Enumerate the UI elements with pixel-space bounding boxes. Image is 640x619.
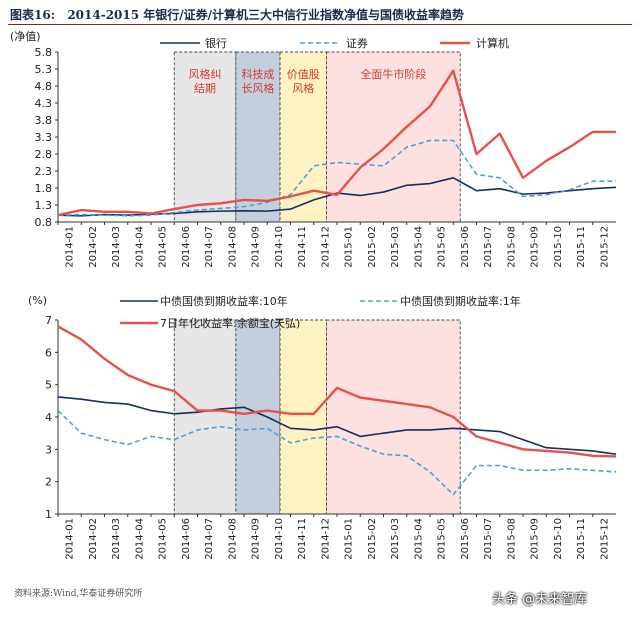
legend-label-1: 中债国债到期收益率:10年 [160,294,288,308]
x-tick-label: 2014-12 [320,226,331,268]
chart-panel-2: 1 2 3 4 5 6 7 2014-01 2014-02 2014-03 2014-04 2014-… [28,294,617,560]
y-axis-label: (净值) [10,29,41,43]
x-tick-label: 2015-06 [460,226,471,268]
x-tick-label: 2014-01 [65,226,76,268]
legend-label-2: 中债国债到期收益率:1年 [400,294,521,308]
x-tick-label: 2015-01 [344,226,355,268]
x-tick-label: 2015-04 [413,518,424,560]
y-axis-label: (%) [28,294,47,307]
band-label-3: 价值股风格 [287,68,320,95]
band-1 [173,51,237,223]
legend-label-2: 证券 [346,36,368,50]
figure-title: 图表16: 2014-2015 年银行/证券/计算机三大中信行业指数净值与国债收… [10,6,630,26]
x-tick-label: 2014-05 [158,518,169,560]
x-tick-label: 2015-09 [530,518,541,560]
x-tick-label: 2014-07 [204,518,215,560]
x-tick-label: 2015-09 [530,226,541,268]
x-tick-label: 2015-08 [506,518,517,560]
band-2 [235,319,281,515]
figure-label: 图表16: [10,8,56,22]
y-tick-label: 1 [45,508,52,521]
x-tick-label: 2015-12 [599,226,610,268]
y-tick-label: 3 [45,443,52,456]
y-tick-label: 1.3 [35,199,53,212]
x-tick-label: 2015-11 [576,226,587,268]
band-label-4: 全面牛市阶段 [360,67,426,81]
x-tick-label: 2014-06 [181,518,192,560]
x-tick-label: 2015-06 [460,518,471,560]
x-tick-label: 2014-01 [65,518,76,560]
x-tick-label: 2014-02 [88,226,99,268]
series-line-3 [57,69,616,217]
x-tick-label: 2015-10 [553,226,564,268]
x-tick-label: 2014-08 [227,226,238,268]
y-tick-label: 4.8 [35,80,53,93]
x-tick-label: 2015-07 [483,518,494,560]
x-tick-label: 2014-05 [158,226,169,268]
y-tick-label: 5.8 [35,46,53,59]
band-2 [235,51,281,223]
x-tick-label: 2014-09 [251,226,262,268]
y-tick-label: 4.3 [35,97,53,110]
title-rule [8,24,632,25]
x-tick-label: 2015-05 [437,226,448,268]
x-tick-label: 2014-03 [111,518,122,560]
band-1 [173,319,237,515]
x-tick-label: 2015-05 [437,518,448,560]
y-tick-label: 1.8 [35,182,53,195]
x-tick-label: 2015-12 [599,518,610,560]
x-tick-label: 2014-08 [227,518,238,560]
x-tick-label: 2015-10 [553,518,564,560]
series-line-2 [57,409,617,496]
band-label-2: 科技成长风格 [241,67,274,95]
x-tick-label: 2015-02 [367,518,378,560]
x-tick-label: 2014-06 [181,226,192,268]
x-tick-label: 2015-03 [390,518,401,560]
band-4 [326,319,461,515]
y-tick-label: 5.3 [35,63,53,76]
legend-label-3: 7日年化收益率:余额宝(天弘) [160,316,300,330]
figure-title-text: 2014-2015 年银行/证券/计算机三大中信行业指数净值与国债收益率趋势 [67,8,465,22]
source-note: 资料来源:Wind,华泰证券研究所 [14,589,143,599]
x-tick-label: 2014-04 [134,226,145,268]
x-tick-label: 2015-01 [344,518,355,560]
y-tick-label: 6 [45,346,52,359]
band-3 [279,319,327,515]
x-tick-label: 2015-02 [367,226,378,268]
series-line-3 [57,325,617,458]
x-tick-label: 2015-03 [390,226,401,268]
y-tick-label: 2.3 [35,165,53,178]
x-tick-label: 2014-07 [204,226,215,268]
y-tick-label: 3.3 [35,131,53,144]
x-tick-label: 2015-07 [483,226,494,268]
x-tick-label: 2014-09 [251,518,262,560]
x-tick-label: 2014-11 [297,226,308,268]
y-tick-label: 7 [45,314,52,327]
x-tick-label: 2014-03 [111,226,122,268]
x-tick-label: 2014-12 [320,518,331,560]
x-tick-label: 2015-08 [506,226,517,268]
watermark: 头条 @未来智库 [492,592,588,607]
y-tick-label: 4 [45,411,52,424]
x-tick-label: 2014-04 [134,518,145,560]
x-tick-label: 2015-11 [576,518,587,560]
y-tick-label: 0.8 [35,216,53,229]
x-tick-label: 2015-04 [413,226,424,268]
y-tick-label: 3.8 [35,114,53,127]
y-tick-label: 2 [45,476,52,489]
series-line-2 [57,139,616,217]
x-tick-label: 2014-10 [274,226,285,268]
legend-label-3: 计算机 [476,36,509,50]
y-tick-label: 2.8 [35,148,53,161]
x-tick-label: 2014-10 [274,518,285,560]
legend-label-1: 银行 [205,36,227,50]
series-line-1 [57,396,617,455]
x-tick-label: 2014-11 [297,518,308,560]
x-tick-label: 2014-02 [88,518,99,560]
band-label-1: 风格纠结期 [189,67,222,95]
y-tick-label: 5 [45,379,52,392]
